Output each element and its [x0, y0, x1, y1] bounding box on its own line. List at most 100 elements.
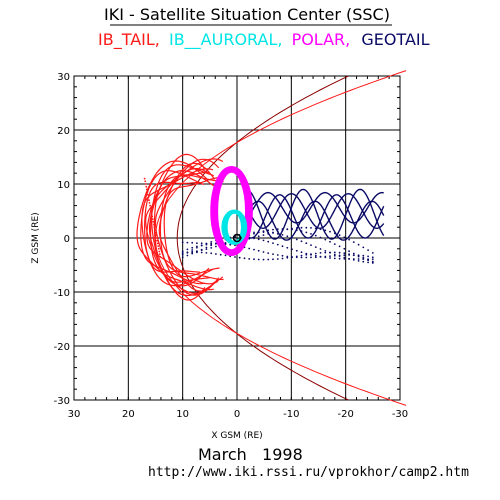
geotail-point — [200, 248, 203, 251]
geotail-point — [310, 233, 312, 235]
geotail-point — [348, 238, 350, 241]
geotail-point — [357, 260, 360, 262]
legend: IB_TAIL, IB__AURORAL, POLAR, GEOTAIL — [98, 30, 430, 50]
y-tick-label: 20 — [57, 126, 70, 137]
geotail-point — [305, 242, 308, 245]
geotail-point — [248, 247, 251, 250]
geotail-point — [272, 242, 274, 245]
geotail-point — [295, 227, 298, 229]
geotail-point — [243, 257, 246, 260]
ib-tail-point — [148, 202, 151, 204]
geotail-point — [281, 254, 284, 257]
geotail-point — [305, 253, 308, 256]
geotail-point — [205, 243, 208, 246]
ib-tail-track — [141, 168, 214, 287]
geotail-point — [205, 248, 208, 251]
geotail-point — [333, 253, 336, 256]
geotail-point — [205, 246, 208, 249]
geotail-point — [305, 226, 308, 229]
geotail-point — [371, 256, 374, 259]
geotail-point — [338, 254, 341, 257]
geotail-point — [343, 256, 346, 259]
geotail-point — [238, 256, 241, 259]
geotail-point — [371, 252, 374, 254]
ib-tail-point — [154, 231, 157, 234]
geotail-point — [362, 246, 365, 249]
geotail-point — [367, 255, 369, 258]
geotail-point — [262, 251, 265, 253]
geotail-point — [286, 256, 289, 259]
x-tick-label: -30 — [392, 409, 408, 420]
geotail-point — [191, 249, 194, 251]
ib-tail-point — [145, 188, 148, 191]
geotail-point — [253, 237, 255, 240]
geotail-point — [181, 250, 184, 253]
ib-tail-point — [149, 204, 152, 207]
geotail-point — [319, 236, 322, 239]
footer-url: http://www.iki.rssi.ru/vprokhor/camp2.ht… — [148, 465, 469, 480]
ib-tail-track — [154, 158, 220, 296]
geotail-point — [352, 254, 355, 257]
ib-tail-track — [159, 174, 224, 281]
ib-tail-point — [155, 237, 158, 239]
geotail-point — [276, 228, 279, 231]
geotail-point — [267, 231, 270, 234]
geotail-point — [333, 232, 336, 235]
ib-tail-point — [153, 226, 156, 229]
geotail-point — [281, 228, 284, 230]
geotail-point — [329, 240, 331, 243]
geotail-point — [305, 231, 308, 234]
geotail-point — [324, 238, 327, 241]
ib-tail-point — [147, 193, 149, 196]
geotail-point — [362, 254, 365, 257]
footer-date: March 1998 — [198, 445, 303, 464]
y-axis-label: Z GSM (RE) — [31, 212, 41, 263]
geotail-point — [267, 232, 270, 235]
y-tick-label: 0 — [64, 234, 70, 245]
geotail-point — [319, 256, 322, 258]
geotail-point — [338, 257, 341, 260]
geotail-point — [272, 232, 274, 234]
geotail-point — [291, 228, 293, 231]
geotail-point — [286, 228, 289, 231]
geotail-point — [348, 250, 350, 253]
geotail-point — [371, 261, 374, 264]
geotail-point — [253, 258, 255, 261]
ib-tail-point — [156, 239, 159, 242]
geotail-point — [196, 245, 198, 248]
geotail-point — [196, 246, 198, 249]
geotail-point — [362, 260, 365, 263]
x-axis-label: X GSM (RE) — [211, 431, 262, 441]
ib-tail-point — [144, 183, 147, 185]
geotail-point — [329, 255, 331, 257]
geotail-point — [343, 252, 346, 255]
geotail-point — [276, 258, 279, 260]
geotail-point — [333, 257, 336, 260]
geotail-point — [295, 249, 298, 252]
geotail-point — [186, 241, 189, 244]
ib-tail-point — [156, 242, 159, 245]
geotail-point — [338, 245, 341, 248]
geotail-point — [191, 246, 194, 249]
geotail-point — [286, 255, 289, 258]
legend-ib-tail: IB_TAIL, — [98, 30, 160, 50]
geotail-point — [310, 227, 312, 229]
geotail-track — [247, 200, 385, 241]
geotail-point — [191, 251, 194, 254]
y-tick-label: -10 — [54, 288, 70, 299]
geotail-track — [247, 191, 384, 224]
geotail-point — [181, 241, 184, 244]
geotail-point — [272, 228, 274, 231]
ib-tail-point — [145, 185, 148, 188]
geotail-point — [200, 251, 203, 254]
ib-tail-track — [148, 153, 206, 301]
geotail-point — [295, 238, 298, 241]
geotail-point — [267, 258, 270, 261]
geotail-point — [267, 252, 270, 255]
geotail-point — [291, 256, 293, 259]
geotail-point — [253, 248, 255, 251]
geotail-point — [300, 256, 303, 259]
x-tick-label: 0 — [234, 409, 240, 420]
geotail-point — [234, 256, 236, 258]
geotail-point — [196, 251, 198, 254]
